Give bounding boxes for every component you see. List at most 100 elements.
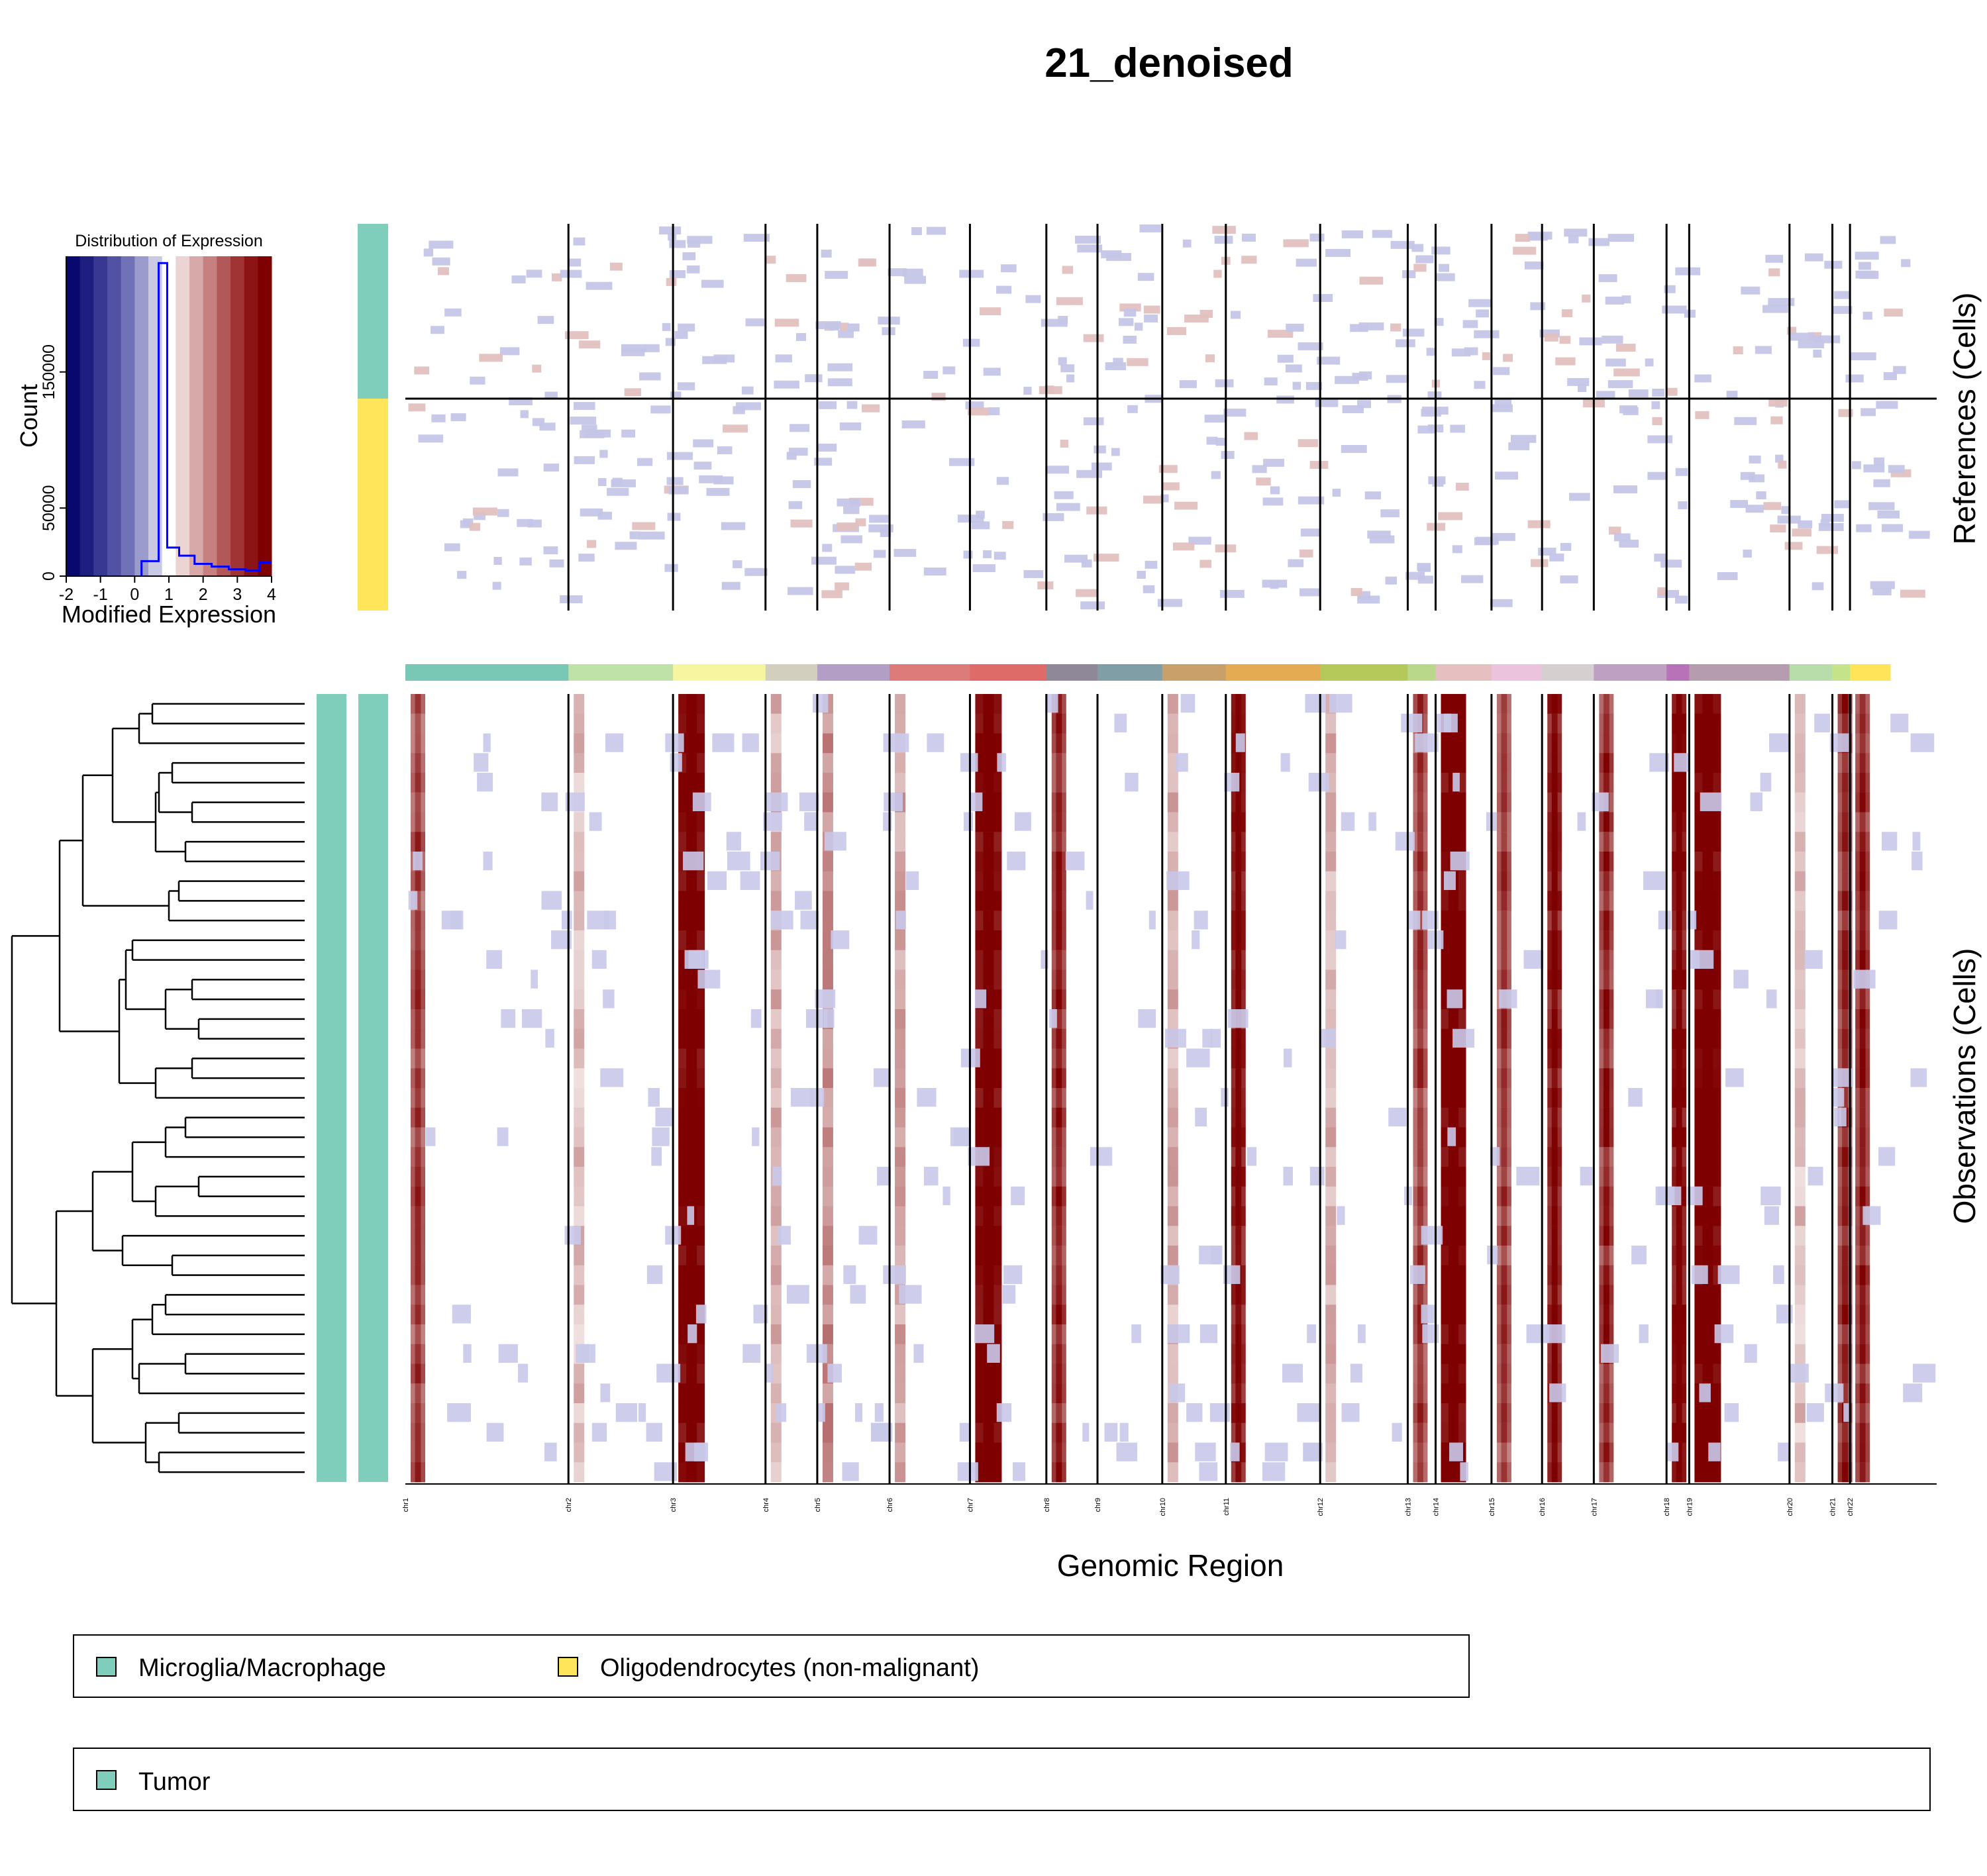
- reference-cell-block: [1118, 318, 1134, 326]
- reference-cell-block: [858, 258, 877, 267]
- observation-gain-core: [1056, 753, 1062, 773]
- histogram-x-tick-label: -1: [93, 585, 108, 604]
- observation-gain-core: [1551, 1265, 1558, 1285]
- observation-loss-block: [1392, 1422, 1402, 1442]
- observation-gain-band: [1167, 1442, 1178, 1463]
- observation-gain-core: [1842, 1028, 1848, 1049]
- reference-cell-block: [1474, 330, 1500, 338]
- observation-loss-block: [895, 911, 906, 930]
- legend-swatch-microglia: [96, 1657, 117, 1677]
- reference-cell-block: [1527, 520, 1551, 528]
- observation-gain-band: [1794, 1246, 1806, 1266]
- observation-gain-band: [1167, 753, 1178, 773]
- observation-gain-core: [1842, 1285, 1848, 1305]
- observation-gain-band: [574, 733, 585, 754]
- observation-gain-band: [1794, 1383, 1806, 1404]
- observation-gain-core: [1448, 1363, 1459, 1384]
- chromosome-tick-label: chr14: [1433, 1498, 1441, 1516]
- reference-cell-block: [1298, 342, 1323, 350]
- observation-loss-block: [600, 1383, 611, 1403]
- observation-loss-block: [1760, 1186, 1781, 1206]
- observation-gain-band: [1794, 1127, 1806, 1148]
- observation-gain-core: [1056, 852, 1062, 872]
- observation-gain-band: [574, 1285, 585, 1305]
- observation-loss-block: [1297, 1403, 1320, 1422]
- observation-gain-core: [1676, 852, 1682, 872]
- reference-cell-block: [1615, 344, 1636, 352]
- observation-gain-core: [1417, 1147, 1423, 1167]
- observation-gain-band: [574, 989, 585, 1010]
- observation-gain-core: [1417, 1363, 1423, 1384]
- observation-gain-core: [415, 1246, 421, 1266]
- observation-gain-band: [574, 753, 585, 773]
- reference-cell-block: [1220, 589, 1245, 598]
- reference-cell-block: [1315, 399, 1339, 407]
- observation-gain-core: [415, 1048, 421, 1069]
- observation-gain-band: [822, 1305, 833, 1325]
- reference-cell-block: [1884, 309, 1903, 317]
- reference-cell-block: [774, 380, 799, 389]
- reference-cell-block: [1223, 409, 1247, 417]
- observation-gain-band: [822, 891, 833, 911]
- observation-gain-core: [1603, 1107, 1609, 1128]
- observation-gain-core: [1501, 871, 1507, 891]
- observation-gain-core: [983, 1285, 994, 1305]
- reference-cell-block: [1613, 533, 1631, 542]
- observation-gain-band: [1325, 930, 1337, 951]
- reference-cell-block: [1877, 510, 1900, 518]
- observation-gain-core: [1501, 1265, 1507, 1285]
- observation-loss-block: [486, 1422, 504, 1442]
- reference-cell-block: [621, 348, 645, 356]
- reference-cell-block: [1066, 374, 1075, 383]
- observation-gain-core: [1676, 1324, 1682, 1345]
- reference-cell-block: [983, 550, 992, 558]
- observation-loss-block: [968, 1147, 990, 1166]
- observation-gain-core: [1056, 1186, 1062, 1207]
- observation-gain-band: [770, 753, 782, 773]
- chromosome-tick-label: chr17: [1590, 1498, 1598, 1516]
- observation-gain-core: [1676, 1442, 1682, 1463]
- observation-gain-core: [1235, 832, 1242, 852]
- observation-gain-core: [686, 713, 697, 734]
- reference-cell-block: [574, 402, 595, 411]
- observation-gain-core: [1417, 1442, 1423, 1463]
- observation-gain-core: [1842, 1147, 1848, 1167]
- observation-gain-band: [574, 1462, 585, 1483]
- observation-gain-core: [1501, 969, 1507, 990]
- reference-cell-block: [1309, 461, 1329, 469]
- reference-cell-block: [1868, 502, 1895, 511]
- chromosome-tick-label: chr7: [966, 1498, 974, 1512]
- reference-cell-block: [460, 520, 472, 528]
- observation-gain-core: [1603, 713, 1609, 734]
- observation-gain-core: [1235, 1048, 1242, 1069]
- observation-gain-band: [770, 989, 782, 1010]
- observation-gain-core: [415, 1403, 421, 1424]
- observation-loss-block: [1910, 1068, 1927, 1087]
- reference-cell-block: [1426, 348, 1437, 356]
- reference-cell-block: [637, 458, 653, 466]
- observation-gain-core: [1859, 832, 1866, 852]
- observation-gain-core: [1417, 1305, 1423, 1325]
- histogram-color-band: [107, 256, 122, 576]
- chromosome-bar-chr22: [1850, 664, 1891, 681]
- observation-gain-core: [1603, 1127, 1609, 1148]
- histogram-x-tick-label: -2: [59, 585, 74, 604]
- observation-gain-core: [1842, 1324, 1848, 1345]
- reference-cell-block: [983, 368, 1001, 376]
- reference-cell-block: [837, 522, 858, 531]
- observation-gain-core: [1603, 1028, 1609, 1049]
- observation-gain-core: [1842, 1265, 1848, 1285]
- reference-cell-block: [472, 507, 497, 516]
- observation-gain-core: [1676, 1344, 1682, 1364]
- observation-gain-core: [1603, 911, 1609, 931]
- reference-cell-block: [665, 338, 676, 346]
- observation-gain-band: [1167, 1127, 1178, 1148]
- observation-gain-core: [1702, 989, 1713, 1010]
- observation-gain-core: [1551, 969, 1558, 990]
- observation-gain-core: [1676, 1147, 1682, 1167]
- observation-loss-block: [1628, 1088, 1643, 1107]
- observation-gain-core: [1676, 871, 1682, 891]
- observation-gain-core: [1551, 1363, 1558, 1384]
- observation-gain-core: [1056, 1068, 1062, 1089]
- observation-loss-block: [800, 911, 819, 930]
